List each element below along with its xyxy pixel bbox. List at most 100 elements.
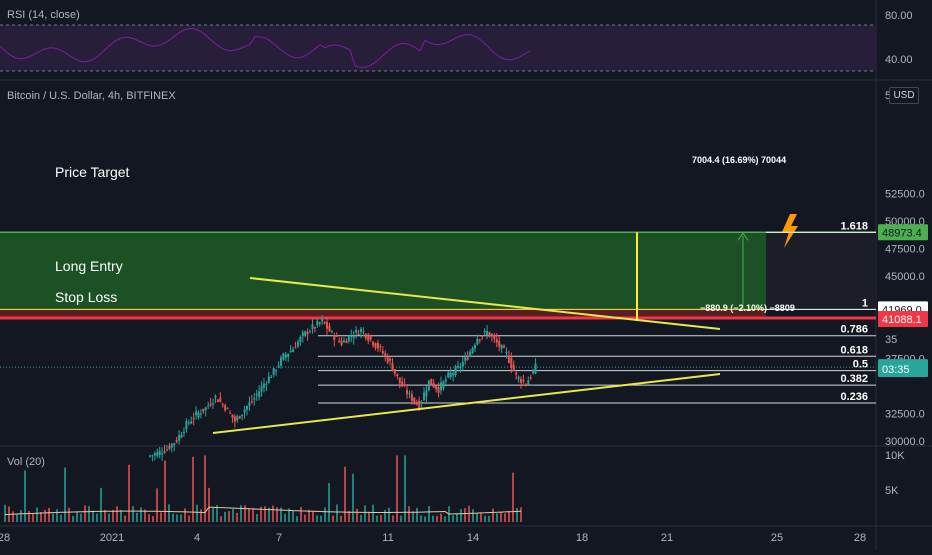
volume-bar bbox=[280, 507, 282, 522]
volume-bar bbox=[248, 508, 250, 522]
candle-body bbox=[306, 332, 309, 335]
time-axis-label: 21 bbox=[661, 532, 673, 544]
candle-body bbox=[173, 443, 176, 446]
volume-bar bbox=[176, 514, 178, 522]
long-entry-label: Long Entry bbox=[55, 258, 123, 274]
volume-bar bbox=[276, 507, 278, 522]
volume-bar bbox=[496, 513, 498, 522]
candle-body bbox=[253, 398, 256, 400]
volume-bar bbox=[316, 515, 318, 522]
candle-body bbox=[175, 439, 178, 442]
volume-bar bbox=[512, 472, 514, 522]
volume-bar bbox=[40, 512, 42, 522]
candle-body bbox=[294, 347, 297, 349]
candle-body bbox=[265, 384, 268, 386]
volume-bar bbox=[376, 515, 378, 522]
candle-body bbox=[469, 351, 472, 357]
candle-body bbox=[165, 449, 168, 451]
candle-body bbox=[156, 451, 159, 457]
candle-body bbox=[461, 361, 464, 367]
volume-bar bbox=[460, 509, 462, 522]
candle-body bbox=[520, 379, 523, 383]
candle-body bbox=[347, 336, 350, 342]
candle-body bbox=[209, 403, 212, 406]
volume-bar bbox=[436, 515, 438, 522]
volume-bar bbox=[172, 513, 174, 522]
volume-bar bbox=[432, 515, 434, 522]
volume-bar bbox=[328, 482, 330, 522]
volume-bar bbox=[48, 507, 50, 522]
candle-body bbox=[430, 378, 433, 386]
candle-body bbox=[359, 328, 362, 332]
candle-body bbox=[309, 331, 312, 333]
candle-body bbox=[233, 416, 236, 422]
candle-body bbox=[481, 336, 484, 338]
candle-body bbox=[381, 351, 384, 354]
candle-body bbox=[202, 408, 205, 412]
candle-body bbox=[313, 327, 316, 329]
volume-bar bbox=[388, 507, 390, 522]
candle-body bbox=[151, 455, 154, 457]
candle-body bbox=[236, 416, 239, 421]
candle-body bbox=[262, 383, 265, 388]
candle-body bbox=[454, 366, 457, 375]
time-axis-label: 28 bbox=[0, 532, 10, 544]
volume-bar bbox=[272, 505, 274, 522]
volume-bar bbox=[104, 509, 106, 522]
candle-body bbox=[304, 331, 307, 336]
candle-body bbox=[442, 381, 445, 389]
volume-bar bbox=[84, 505, 86, 522]
volume-bar bbox=[344, 466, 346, 522]
volume-bar bbox=[36, 507, 38, 522]
volume-bar bbox=[520, 507, 522, 522]
volume-bar bbox=[508, 511, 510, 522]
candle-body bbox=[444, 379, 447, 382]
candle-body bbox=[406, 389, 409, 395]
volume-bar bbox=[264, 506, 266, 522]
fib-label: 0.618 bbox=[840, 344, 868, 356]
candle-body bbox=[507, 355, 510, 363]
candle-body bbox=[323, 321, 326, 324]
candle-body bbox=[311, 324, 314, 329]
rsi-line bbox=[0, 27, 531, 68]
candle-body bbox=[258, 391, 261, 397]
volume-bar bbox=[76, 511, 78, 522]
currency-badge[interactable]: USD bbox=[889, 87, 919, 104]
volume-bar bbox=[300, 506, 302, 522]
candle-body bbox=[459, 366, 462, 368]
time-axis-label: 4 bbox=[194, 532, 200, 544]
candle-body bbox=[292, 349, 295, 353]
candle-body bbox=[478, 339, 481, 341]
time-axis-label: 28 bbox=[854, 532, 866, 544]
price-target-label: Price Target bbox=[55, 164, 130, 180]
candle-body bbox=[246, 406, 248, 410]
candle-body bbox=[500, 344, 503, 349]
volume-bar bbox=[256, 513, 258, 522]
volume-bar bbox=[96, 513, 98, 522]
volume-bar bbox=[260, 506, 262, 522]
candle-body bbox=[248, 402, 251, 407]
candle-body bbox=[486, 331, 489, 336]
candle-body bbox=[529, 377, 532, 379]
candle-body bbox=[384, 353, 387, 356]
candle-body bbox=[153, 453, 156, 456]
volume-bar bbox=[392, 515, 394, 522]
volume-bar bbox=[196, 504, 198, 522]
volume-bar bbox=[444, 516, 446, 522]
candle-body bbox=[476, 338, 479, 345]
candle-body bbox=[163, 451, 166, 453]
price-axis-label: 45000.0 bbox=[885, 271, 925, 283]
candle-body bbox=[243, 409, 246, 413]
price-axis-label: 35 bbox=[885, 334, 897, 346]
candle-body bbox=[410, 394, 413, 401]
target-zone bbox=[0, 232, 766, 310]
volume-axis-label: 5K bbox=[885, 485, 899, 497]
time-axis-label: 11 bbox=[382, 532, 393, 544]
price-badge bbox=[878, 224, 928, 241]
volume-title: Vol (20) bbox=[7, 456, 45, 468]
candle-body bbox=[532, 370, 535, 374]
volume-bar bbox=[52, 513, 54, 522]
rsi-axis-label: 40.00 bbox=[885, 54, 913, 66]
candle-body bbox=[415, 403, 418, 405]
